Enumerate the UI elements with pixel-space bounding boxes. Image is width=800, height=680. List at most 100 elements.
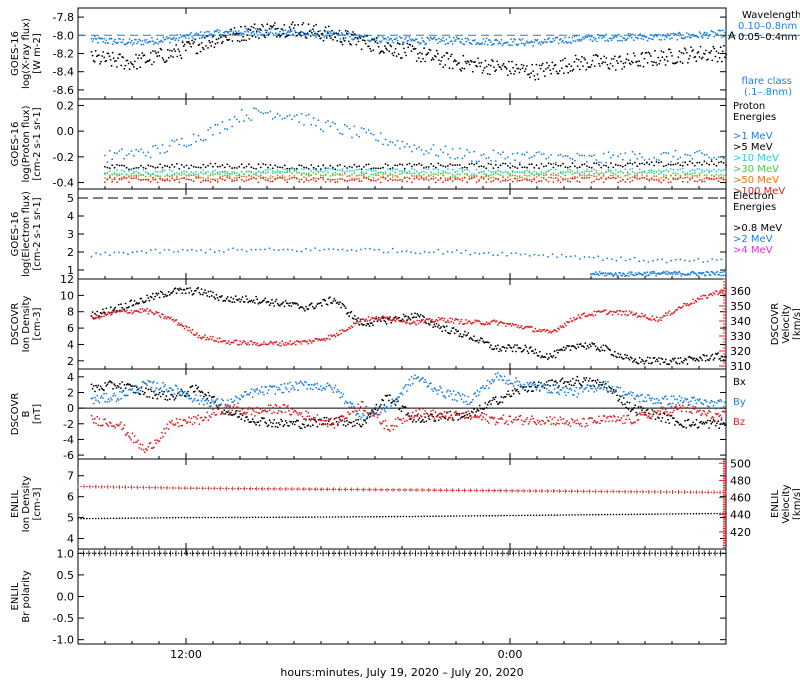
xray-point (684, 36, 687, 38)
proton-point (156, 171, 159, 173)
proton-point (502, 176, 504, 179)
xray-point (325, 35, 328, 38)
proton-point (538, 175, 540, 177)
proton-point (322, 164, 325, 167)
xray-point (330, 32, 332, 34)
proton-point (698, 161, 701, 164)
proton-point (104, 181, 106, 184)
proton-point (516, 152, 519, 155)
electron-point (725, 271, 727, 274)
xray-point (360, 48, 363, 51)
proton-point (128, 181, 130, 184)
xray-point (510, 38, 512, 40)
dscovr_b-point (241, 414, 244, 417)
electron-point (666, 273, 669, 276)
proton-point (437, 162, 440, 165)
electron-point (634, 272, 637, 274)
proton-point (590, 166, 593, 169)
proton-point (430, 148, 432, 151)
dscovr_density-point (285, 343, 288, 346)
proton-point (204, 171, 207, 174)
dscovr_density-point (164, 293, 167, 296)
proton-point (132, 155, 135, 157)
xray-point (288, 26, 291, 28)
dscovr_density-point (434, 320, 437, 323)
proton-point (641, 171, 643, 173)
dscovr_b-point (97, 384, 100, 387)
xray-point (244, 30, 247, 33)
dscovr_density-point (217, 299, 220, 302)
xray-point (659, 33, 662, 36)
xray-point (353, 33, 356, 36)
proton-point (137, 150, 140, 153)
proton-point (346, 180, 349, 183)
dscovr_b-point (233, 413, 236, 416)
xray-point (493, 42, 495, 45)
proton-point (334, 122, 337, 125)
proton-point (406, 172, 408, 175)
dscovr_density-point (486, 323, 489, 326)
xray-point (392, 41, 395, 44)
proton-point (164, 169, 166, 172)
electron-point (722, 274, 724, 277)
dscovr_b-point (302, 423, 305, 426)
proton-point (228, 118, 231, 121)
xray-point (459, 40, 461, 43)
xray-point (619, 55, 621, 58)
dscovr_density-point (287, 302, 289, 305)
xray-point (284, 29, 287, 31)
proton-point (485, 167, 488, 170)
dscovr_density-point (704, 360, 707, 362)
proton-point (451, 174, 454, 176)
xray-point (648, 53, 651, 55)
xray-point (255, 32, 258, 34)
proton-point (693, 172, 696, 174)
xray-point (586, 36, 589, 38)
proton-point (420, 171, 423, 174)
proton-point (387, 179, 389, 182)
electron-point (633, 256, 636, 259)
proton-point (607, 168, 610, 171)
dscovr_b-point (353, 424, 356, 427)
proton-point (612, 172, 615, 175)
proton-point (307, 172, 310, 175)
dscovr_density-point (344, 307, 347, 309)
proton-point (720, 176, 723, 179)
proton-point (540, 153, 543, 156)
dscovr_density-point (94, 312, 96, 315)
xray-point (467, 61, 470, 63)
xray-point (415, 60, 418, 62)
proton-point (212, 172, 214, 174)
dscovr_b-point (271, 425, 273, 428)
proton-point (554, 168, 557, 171)
proton-point (586, 160, 588, 163)
proton-point (566, 166, 569, 169)
xray-point (591, 59, 594, 62)
proton-point (432, 178, 435, 180)
dscovr_density-point (199, 293, 202, 296)
dscovr_density-point (439, 318, 441, 321)
dscovr_density-ylabel-2: [cm-3] (32, 307, 43, 340)
xray-point (662, 51, 665, 54)
proton-point (312, 171, 315, 174)
proton-point (593, 172, 595, 175)
proton-point (722, 169, 725, 171)
dscovr_density-point (187, 287, 189, 290)
dscovr_density-point (632, 361, 634, 363)
proton-point (207, 164, 210, 167)
proton-point (176, 178, 178, 181)
xray-point (191, 39, 194, 42)
xray-point (417, 57, 420, 59)
proton-point (521, 171, 524, 174)
dscovr_density-point (363, 323, 365, 326)
dscovr_density-point (329, 296, 331, 299)
xray-point (645, 51, 648, 54)
dscovr_density-point (413, 316, 415, 319)
proton-point (293, 176, 296, 179)
dscovr_density-point (641, 358, 643, 361)
dscovr_density-point (314, 307, 316, 309)
proton-point (363, 172, 365, 174)
dscovr_b-point (432, 415, 435, 418)
proton-series--10-MeV (104, 167, 727, 176)
proton-point (156, 175, 159, 178)
